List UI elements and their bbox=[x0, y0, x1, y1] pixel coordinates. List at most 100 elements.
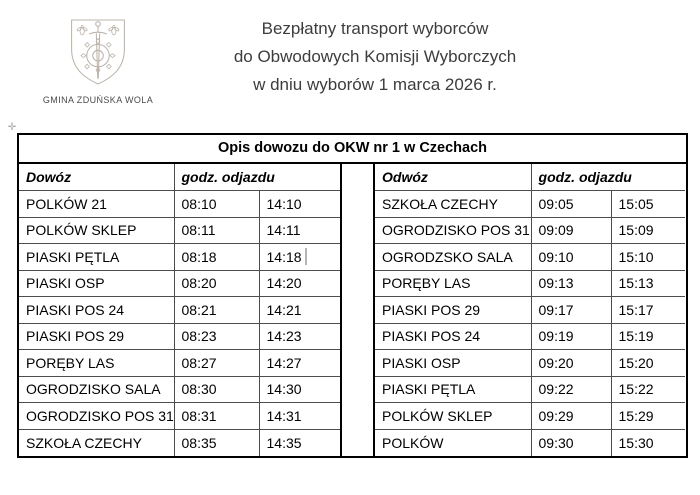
table-row: PIASKI POS 24 09:19 15:19 bbox=[375, 322, 686, 350]
time-cell: 08:10 bbox=[174, 190, 260, 217]
table-body: Dowóz godz. odjazdu POLKÓW 21 08:10 14:1… bbox=[19, 164, 686, 456]
header-row: Dowóz godz. odjazdu bbox=[19, 164, 340, 191]
time-cell: 09:05 bbox=[531, 190, 612, 217]
time-cell: 09:30 bbox=[531, 428, 612, 456]
time-cell: 09:09 bbox=[531, 216, 612, 244]
time-cell: 08:21 bbox=[174, 296, 260, 323]
table-row: PIASKI PĘTLA 08:18 14:18 bbox=[19, 243, 341, 270]
schedule-table: Opis dowozu do OKW nr 1 w Czechach Dowóz… bbox=[17, 133, 688, 458]
godz-odjazdu-header: godz. odjazdu bbox=[181, 169, 275, 185]
time-cell: 15:22 bbox=[611, 375, 686, 403]
table-row: SZKOŁA CZECHY 09:05 15:05 bbox=[375, 190, 686, 217]
time-cell: 15:17 bbox=[611, 296, 686, 323]
stop-cell: PIASKI PĘTLA bbox=[375, 375, 532, 403]
stop-cell: PIASKI OSP bbox=[375, 349, 532, 376]
stop-cell: SZKOŁA CZECHY bbox=[375, 190, 532, 217]
time-cell: 08:30 bbox=[174, 375, 260, 403]
time-cell: 09:29 bbox=[531, 402, 612, 429]
time-cell: 14:21 bbox=[259, 296, 341, 323]
stop-cell: OGRODZSKO SALA bbox=[375, 243, 532, 270]
table-spacer-column bbox=[340, 164, 376, 456]
stop-cell: PORĘBY LAS bbox=[375, 269, 532, 297]
time-cell: 08:11 bbox=[174, 216, 260, 244]
table-row: PIASKI OSP 08:20 14:20 bbox=[19, 269, 341, 297]
table-row: PIASKI PĘTLA 09:22 15:22 bbox=[375, 375, 686, 403]
table-row: PIASKI POS 29 08:23 14:23 bbox=[19, 322, 341, 350]
title-line-3: w dniu wyborów 1 marca 2026 r. bbox=[253, 75, 497, 94]
godz-odjazdu-header: godz. odjazdu bbox=[538, 169, 632, 185]
time-cell: 15:30 bbox=[611, 428, 686, 456]
dowoz-table: Dowóz godz. odjazdu POLKÓW 21 08:10 14:1… bbox=[19, 164, 341, 456]
time-cell: 09:13 bbox=[531, 269, 612, 297]
stop-cell: POLKÓW bbox=[375, 428, 532, 456]
time-cell: 15:05 bbox=[611, 190, 686, 217]
time-cell: 14:27 bbox=[259, 349, 341, 376]
table-row: PIASKI POS 29 09:17 15:17 bbox=[375, 296, 686, 323]
time-cell: 08:31 bbox=[174, 402, 260, 429]
time-cell: 14:30 bbox=[259, 375, 341, 403]
dowoz-header: Dowóz bbox=[19, 164, 175, 191]
time-cell: 15:20 bbox=[611, 349, 686, 376]
stop-cell: SZKOŁA CZECHY bbox=[19, 428, 175, 456]
municipality-logo: GMINA ZDUŃSKA WOLA bbox=[38, 12, 158, 105]
stop-cell: POLKÓW SKLEP bbox=[375, 402, 532, 429]
title-line-2: do Obwodowych Komisji Wyborczych bbox=[233, 47, 517, 66]
table-row: OGRODZISKO SALA 08:30 14:30 bbox=[19, 375, 341, 403]
table-move-handle-icon[interactable]: ✛ bbox=[7, 122, 17, 133]
time-cell: 15:29 bbox=[611, 402, 686, 429]
table-row: POLKÓW 09:30 15:30 bbox=[375, 428, 686, 456]
stop-cell: PIASKI OSP bbox=[19, 269, 175, 297]
time-cell: 14:11 bbox=[259, 216, 341, 244]
document-title: Bezpłatny transport wyborców do Obwodowy… bbox=[190, 15, 560, 99]
stop-cell: PORĘBY LAS bbox=[19, 349, 175, 376]
table-row: PIASKI POS 24 08:21 14:21 bbox=[19, 296, 341, 323]
time-cell: 08:35 bbox=[174, 428, 260, 456]
stop-cell: PIASKI POS 29 bbox=[19, 322, 175, 350]
coat-of-arms-icon bbox=[71, 19, 125, 85]
table-row: PORĘBY LAS 09:13 15:13 bbox=[375, 269, 686, 297]
stop-cell: POLKÓW 21 bbox=[19, 190, 175, 217]
time-text: 14:18 bbox=[266, 249, 302, 266]
odwoz-header: Odwóz bbox=[375, 164, 532, 191]
table-row: SZKOŁA CZECHY 08:35 14:35 bbox=[19, 428, 341, 456]
stop-cell: PIASKI POS 24 bbox=[19, 296, 175, 323]
time-cell: 15:10 bbox=[611, 243, 686, 270]
time-cell: 09:19 bbox=[531, 322, 612, 350]
text-caret bbox=[304, 248, 307, 266]
time-cell: 09:10 bbox=[531, 243, 612, 270]
table-row: OGRODZISKO POS 31 09:09 15:09 bbox=[375, 216, 686, 244]
table-row: POLKÓW SKLEP 08:11 14:11 bbox=[19, 216, 341, 244]
stop-cell: PIASKI POS 24 bbox=[375, 322, 532, 350]
stop-cell: POLKÓW SKLEP bbox=[19, 216, 175, 244]
odwoz-table: Odwóz godz. odjazdu SZKOŁA CZECHY 09:05 … bbox=[375, 164, 686, 456]
stop-cell: PIASKI PĘTLA bbox=[19, 243, 175, 270]
time-cell: 08:20 bbox=[174, 269, 260, 297]
title-line-1: Bezpłatny transport wyborców bbox=[261, 19, 489, 38]
time-cell: 08:23 bbox=[174, 322, 260, 350]
time-cell: 08:27 bbox=[174, 349, 260, 376]
time-cell: 14:35 bbox=[259, 428, 341, 456]
time-cell: 14:10 bbox=[259, 190, 341, 217]
time-cell: 09:20 bbox=[531, 349, 612, 376]
header-row: Odwóz godz. odjazdu bbox=[375, 164, 685, 191]
table-row: OGRODZISKO POS 31 08:31 14:31 bbox=[19, 402, 341, 429]
time-cell: 14:20 bbox=[259, 269, 341, 297]
time-cell: 14:23 bbox=[259, 322, 341, 350]
time-cell: 09:22 bbox=[531, 375, 612, 403]
stop-cell: OGRODZISKO SALA bbox=[19, 375, 175, 403]
municipality-name: GMINA ZDUŃSKA WOLA bbox=[42, 95, 154, 105]
table-row: PORĘBY LAS 08:27 14:27 bbox=[19, 349, 341, 376]
time-cell: 15:13 bbox=[611, 269, 686, 297]
time-cell: 15:19 bbox=[611, 322, 686, 350]
time-cell: 08:18 bbox=[174, 243, 260, 270]
table-row: POLKÓW 21 08:10 14:10 bbox=[19, 190, 341, 217]
table-caption: Opis dowozu do OKW nr 1 w Czechach bbox=[19, 135, 686, 164]
stop-cell: PIASKI POS 29 bbox=[375, 296, 532, 323]
stop-cell: OGRODZISKO POS 31 bbox=[19, 402, 175, 429]
table-row: OGRODZSKO SALA 09:10 15:10 bbox=[375, 243, 686, 270]
stop-cell: OGRODZISKO POS 31 bbox=[375, 216, 532, 244]
time-cell: 15:09 bbox=[611, 216, 686, 244]
time-cell: 09:17 bbox=[531, 296, 612, 323]
table-row: PIASKI OSP 09:20 15:20 bbox=[375, 349, 686, 376]
table-row: POLKÓW SKLEP 09:29 15:29 bbox=[375, 402, 686, 429]
